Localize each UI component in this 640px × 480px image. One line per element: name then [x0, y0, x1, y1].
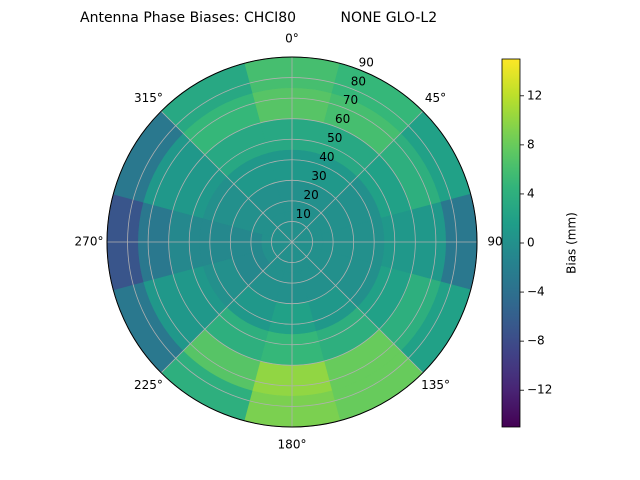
r-tick-label: 30: [311, 169, 326, 183]
colorbar-tick-label: 4: [527, 186, 535, 200]
r-tick-label: 20: [304, 188, 319, 202]
colorbar-tick-label: 8: [527, 137, 535, 151]
r-tick-label: 10: [296, 207, 311, 221]
grid-spoke: [291, 110, 424, 243]
theta-tick-label: 225°: [134, 378, 163, 392]
grid-spoke: [160, 110, 293, 243]
theta-tick-label: 180°: [278, 438, 307, 452]
colorbar-tick-label: −4: [527, 285, 545, 299]
colorbar-tick-label: −8: [527, 334, 545, 348]
theta-tick-label: 45°: [425, 91, 446, 105]
r-tick-label: 40: [319, 150, 334, 164]
r-tick-label: 70: [343, 93, 358, 107]
colorbar-tick-label: −12: [527, 383, 552, 397]
grid-spoke: [291, 241, 424, 374]
colorbar: [501, 58, 521, 428]
theta-tick-label: 270°: [75, 235, 104, 249]
r-tick-label: 90: [359, 55, 374, 69]
theta-tick-label: 90: [487, 235, 502, 249]
r-tick-label: 80: [351, 74, 366, 88]
contour-field: [106, 56, 478, 428]
grid-spoke: [160, 241, 293, 374]
theta-tick-label: 135°: [421, 378, 450, 392]
theta-tick-label: 315°: [134, 91, 163, 105]
theta-tick-label: 0°: [285, 32, 299, 46]
polar-grid: [106, 56, 478, 428]
polar-frame: [106, 56, 478, 428]
r-tick-label: 50: [327, 131, 342, 145]
chart-title: Antenna Phase Biases: CHCI80 NONE GLO-L2: [80, 10, 437, 26]
colorbar-tick-label: 0: [527, 236, 535, 250]
colorbar-label: Bias (mm): [565, 212, 579, 274]
colorbar-tick-label: 12: [527, 88, 542, 102]
r-tick-label: 60: [335, 112, 350, 126]
